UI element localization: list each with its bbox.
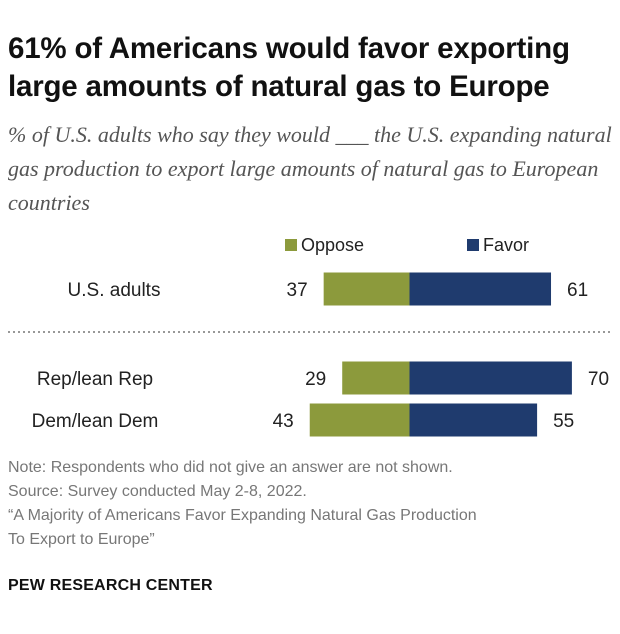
bar-favor-rep-lean-rep xyxy=(409,361,572,395)
value-label-favor-dem-lean-dem: 55 xyxy=(553,411,574,432)
category-label-u-s-adults: U.S. adults xyxy=(68,280,161,301)
report-title-line-2: To Export to Europe” xyxy=(8,531,155,548)
category-label-rep-lean-rep: Rep/lean Rep xyxy=(37,369,153,390)
legend-swatch-oppose xyxy=(285,239,297,251)
bar-favor-dem-lean-dem xyxy=(409,403,538,437)
legend-label-oppose: Oppose xyxy=(301,235,364,255)
pew-research-logo: PEW RESEARCH CENTER xyxy=(8,577,213,594)
value-label-favor-rep-lean-rep: 70 xyxy=(588,369,609,390)
note-text: Note: Respondents who did not give an an… xyxy=(8,459,453,476)
value-label-oppose-dem-lean-dem: 43 xyxy=(273,411,294,432)
bar-oppose-rep-lean-rep xyxy=(342,361,410,395)
value-label-favor-u-s-adults: 61 xyxy=(567,280,588,301)
value-label-oppose-u-s-adults: 37 xyxy=(287,280,308,301)
chart-notes: Note: Respondents who did not give an an… xyxy=(8,456,614,552)
value-label-oppose-rep-lean-rep: 29 xyxy=(305,369,326,390)
diverging-bar-chart: Oppose Favor U.S. adults 37 61 Rep/lean Rep 29… xyxy=(8,235,612,437)
bar-oppose-u-s-adults xyxy=(323,272,410,306)
bar-oppose-dem-lean-dem xyxy=(309,403,410,437)
report-title-line-1: “A Majority of Americans Favor Expanding… xyxy=(8,507,477,524)
source-text: Source: Survey conducted May 2-8, 2022. xyxy=(8,483,307,500)
bar-favor-u-s-adults xyxy=(409,272,552,306)
legend-label-favor: Favor xyxy=(483,235,529,255)
legend-swatch-favor xyxy=(467,239,479,251)
chart-title: 61% of Americans would favor exporting l… xyxy=(8,32,570,103)
category-label-dem-lean-dem: Dem/lean Dem xyxy=(32,411,159,432)
chart-subtitle: % of U.S. adults who say they would ___ … xyxy=(8,122,612,215)
